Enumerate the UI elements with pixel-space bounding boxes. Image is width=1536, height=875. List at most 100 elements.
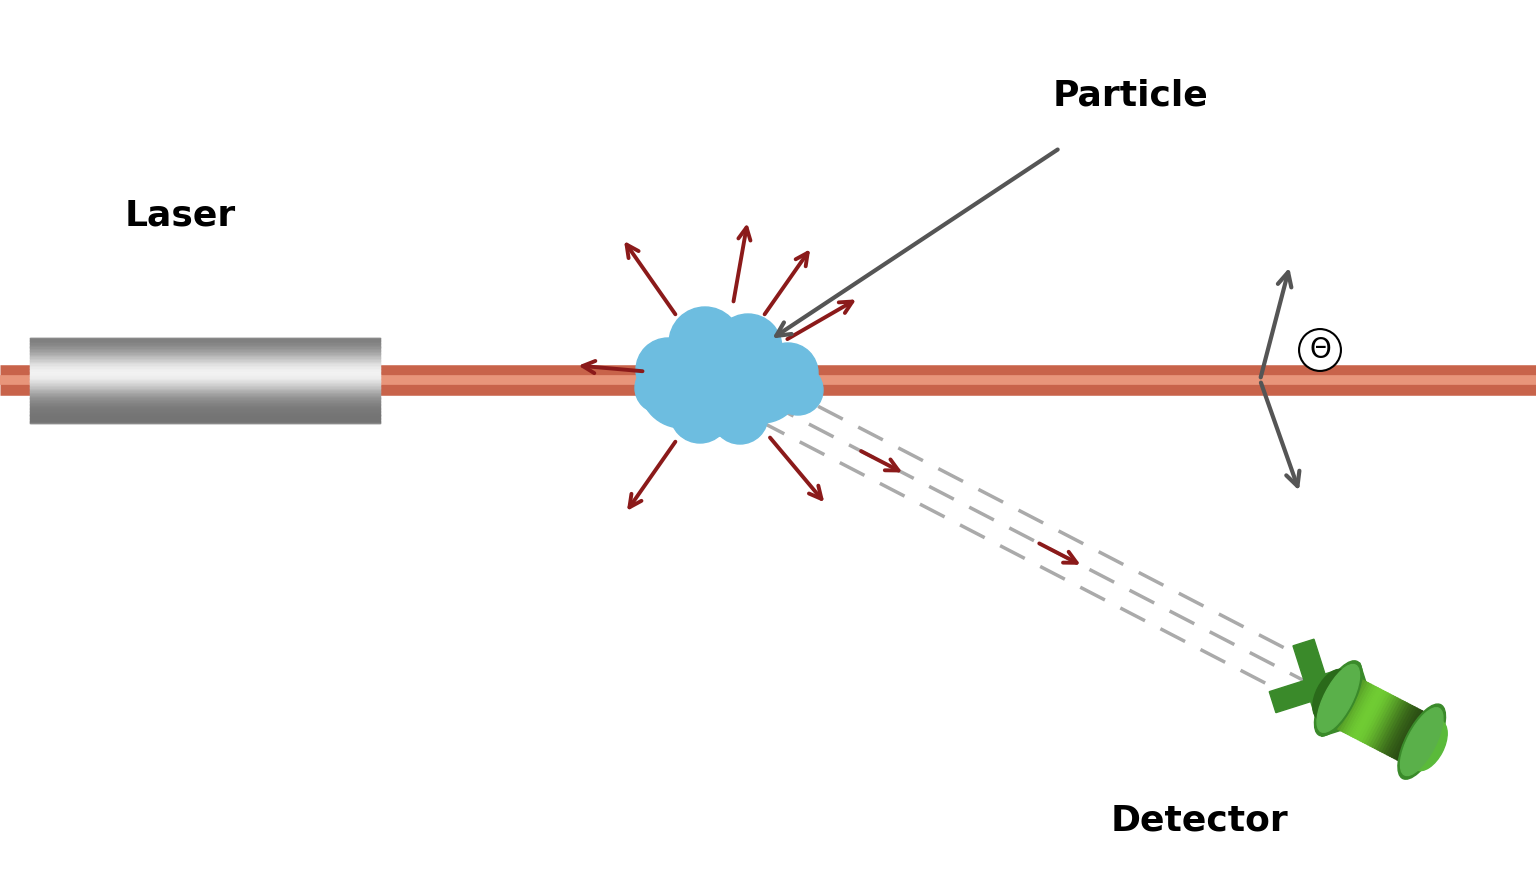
Bar	[1293, 640, 1342, 737]
Bar	[1366, 695, 1393, 745]
Bar	[31, 374, 379, 376]
Bar	[1269, 663, 1367, 712]
Bar	[1370, 696, 1398, 747]
Bar	[31, 416, 379, 419]
Circle shape	[636, 338, 700, 402]
Bar	[31, 407, 379, 409]
Bar	[1404, 715, 1432, 765]
Bar	[1412, 718, 1439, 768]
Ellipse shape	[1410, 720, 1447, 771]
Bar	[1329, 676, 1356, 725]
Circle shape	[634, 363, 685, 413]
Bar	[31, 340, 379, 342]
Text: Θ: Θ	[1309, 336, 1330, 364]
Text: Detector: Detector	[1111, 803, 1289, 837]
Bar	[1378, 701, 1405, 751]
Bar	[1359, 692, 1389, 742]
Circle shape	[713, 388, 768, 444]
Bar	[1396, 710, 1425, 761]
Bar	[1326, 674, 1355, 724]
Bar	[1401, 713, 1430, 764]
Circle shape	[714, 314, 782, 382]
Bar	[31, 409, 379, 410]
Bar	[1342, 682, 1372, 733]
Bar	[1353, 688, 1381, 738]
Bar	[31, 363, 379, 365]
Bar	[1387, 706, 1415, 756]
Bar	[31, 413, 379, 415]
Bar	[1330, 676, 1359, 727]
Bar	[31, 347, 379, 349]
Bar	[31, 366, 379, 368]
Bar	[31, 382, 379, 383]
Bar	[1355, 690, 1384, 739]
Bar	[31, 416, 379, 417]
Bar	[1382, 704, 1410, 753]
Bar	[31, 364, 379, 367]
Ellipse shape	[1398, 704, 1445, 780]
Bar	[31, 343, 379, 345]
Bar	[31, 349, 379, 351]
Bar	[1321, 671, 1349, 722]
Bar	[31, 379, 379, 381]
Bar	[31, 370, 379, 372]
Bar	[31, 402, 379, 403]
Bar	[1338, 681, 1366, 731]
Bar	[1407, 716, 1435, 766]
Ellipse shape	[1315, 661, 1362, 736]
Bar	[1318, 670, 1347, 721]
Circle shape	[757, 343, 819, 403]
Bar	[31, 387, 379, 389]
Bar	[1358, 690, 1385, 741]
Circle shape	[670, 383, 730, 443]
Bar	[31, 402, 379, 404]
Bar	[1392, 708, 1419, 759]
Bar	[31, 418, 379, 420]
Ellipse shape	[1313, 669, 1350, 720]
Bar	[31, 377, 379, 379]
Bar	[1384, 704, 1413, 755]
Bar	[31, 346, 379, 348]
Bar	[1367, 696, 1396, 746]
Text: Laser: Laser	[124, 198, 235, 232]
Bar	[31, 388, 379, 390]
Bar	[31, 354, 379, 355]
Bar	[31, 356, 379, 358]
Bar	[1375, 699, 1402, 750]
Bar	[31, 375, 379, 378]
Bar	[31, 339, 379, 341]
Bar	[31, 393, 379, 395]
Bar	[31, 342, 379, 344]
Bar	[31, 354, 379, 356]
Bar	[31, 350, 379, 352]
Bar	[31, 410, 379, 411]
Bar	[31, 361, 379, 363]
Bar	[31, 390, 379, 392]
Bar	[1362, 693, 1390, 744]
Bar	[31, 357, 379, 360]
Bar	[31, 386, 379, 388]
Bar	[1350, 687, 1378, 737]
Bar	[31, 368, 379, 371]
Bar	[1409, 718, 1438, 767]
Bar	[31, 380, 379, 382]
Circle shape	[641, 344, 723, 428]
Bar	[31, 383, 379, 385]
Ellipse shape	[1401, 708, 1442, 775]
Bar	[31, 368, 379, 369]
Bar	[31, 359, 379, 360]
Bar	[31, 345, 379, 346]
Bar	[31, 405, 379, 408]
Bar	[31, 360, 379, 362]
Bar	[31, 373, 379, 374]
Ellipse shape	[1316, 664, 1359, 732]
Bar	[31, 352, 379, 354]
Bar	[31, 396, 379, 397]
Bar	[31, 411, 379, 413]
Circle shape	[670, 307, 740, 379]
Bar	[31, 420, 379, 422]
Circle shape	[662, 320, 779, 436]
Bar	[1347, 685, 1376, 736]
Bar	[31, 414, 379, 416]
Circle shape	[722, 343, 802, 423]
